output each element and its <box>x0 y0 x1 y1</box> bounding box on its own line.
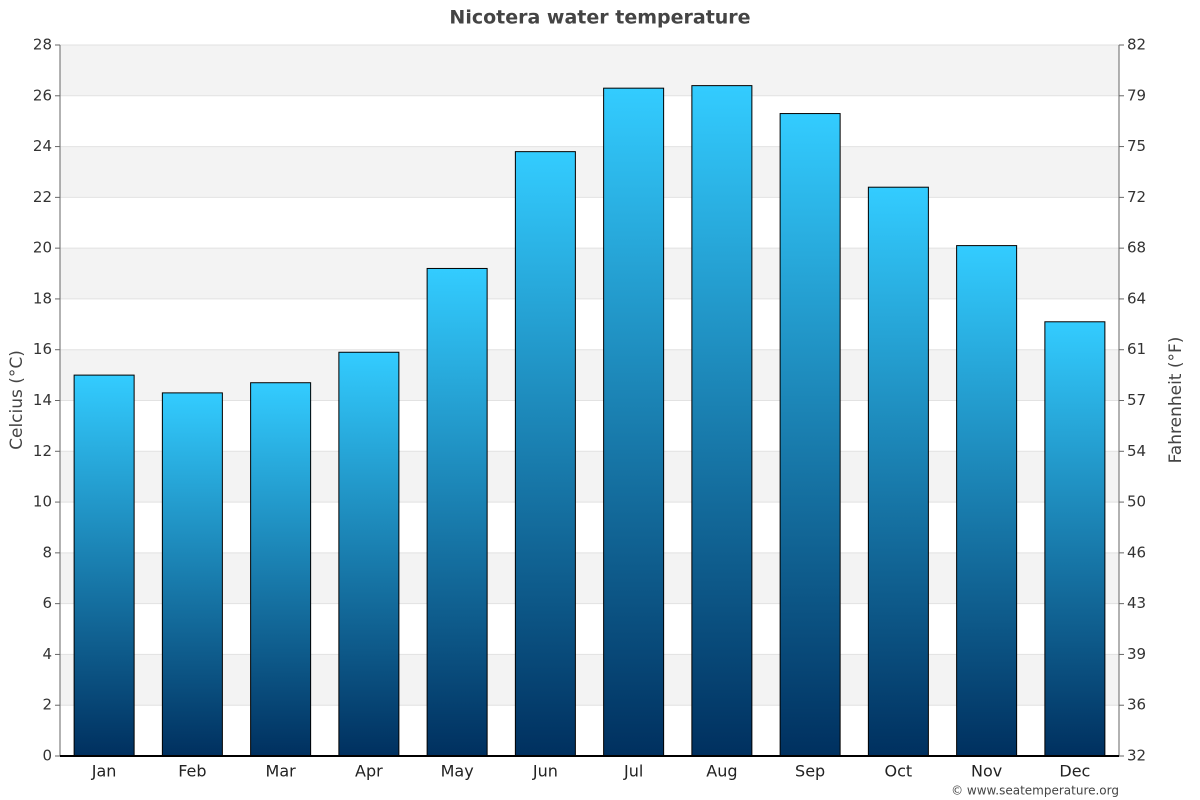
x-tick-label: Dec <box>1059 762 1090 781</box>
grid-band <box>60 654 1119 706</box>
y2-tick-label: 46 <box>1127 543 1146 561</box>
bar <box>779 113 841 757</box>
y-tick-label: 8 <box>42 543 52 561</box>
y2-tick-label: 64 <box>1127 289 1146 307</box>
x-tick-label: Jan <box>91 762 117 781</box>
y2-axis-title: Fahrenheit (°F) <box>1166 337 1186 464</box>
y2-tick-label: 79 <box>1127 86 1146 104</box>
x-tick-label: Apr <box>355 762 383 781</box>
source-note: © www.seatemperature.org <box>951 784 1119 798</box>
y-tick-label: 10 <box>33 493 52 511</box>
x-tick-label: May <box>441 762 474 781</box>
y-tick-label: 20 <box>33 239 52 257</box>
y2-tick-label: 75 <box>1127 137 1146 155</box>
grid-band <box>60 146 1119 198</box>
x-tick-label: Jun <box>532 762 558 781</box>
grid-band <box>60 349 1119 401</box>
bar <box>1044 321 1106 757</box>
bar <box>867 186 929 757</box>
y2-tick-label: 43 <box>1127 594 1146 612</box>
bar <box>250 382 312 757</box>
y-tick-label: 14 <box>33 391 52 409</box>
y-tick-label: 28 <box>33 36 52 54</box>
y-tick-label: 12 <box>33 442 52 460</box>
y-axis-title: Celcius (°C) <box>7 350 27 450</box>
bar <box>161 392 223 757</box>
grid-band <box>60 45 1119 96</box>
bar <box>603 87 665 757</box>
y2-tick-label: 54 <box>1127 442 1146 460</box>
y2-tick-label: 36 <box>1127 696 1146 714</box>
chart-title: Nicotera water temperature <box>449 7 750 29</box>
bar <box>514 151 576 757</box>
x-tick-label: Feb <box>178 762 206 781</box>
y-tick-label: 18 <box>33 289 52 307</box>
y2-tick-label: 68 <box>1127 239 1146 257</box>
y2-tick-label: 72 <box>1127 188 1146 206</box>
x-tick-label: Oct <box>885 762 913 781</box>
y2-tick-label: 50 <box>1127 493 1146 511</box>
grid-band <box>60 451 1119 503</box>
y-tick-label: 2 <box>42 696 52 714</box>
y-tick-label: 0 <box>42 747 52 765</box>
y-tick-label: 24 <box>33 137 52 155</box>
bar <box>338 351 400 757</box>
bar <box>956 245 1018 757</box>
y-tick-label: 26 <box>33 86 52 104</box>
bar <box>426 267 488 757</box>
x-tick-label: Aug <box>706 762 737 781</box>
y-tick-label: 4 <box>42 645 52 663</box>
bar <box>73 374 135 757</box>
y-tick-label: 16 <box>33 340 52 358</box>
y-tick-label: 6 <box>42 594 52 612</box>
grid-band <box>60 552 1119 604</box>
x-tick-label: Sep <box>795 762 825 781</box>
y2-tick-label: 32 <box>1127 747 1146 765</box>
y2-tick-label: 61 <box>1127 340 1146 358</box>
x-tick-label: Mar <box>266 762 297 781</box>
grid-band <box>60 248 1119 299</box>
x-tick-label: Jul <box>623 762 643 781</box>
x-tick-label: Nov <box>971 762 1002 781</box>
bar <box>691 85 753 757</box>
y2-tick-label: 39 <box>1127 645 1146 663</box>
y2-tick-label: 57 <box>1127 391 1146 409</box>
y2-tick-label: 82 <box>1127 36 1146 54</box>
y-tick-label: 22 <box>33 188 52 206</box>
